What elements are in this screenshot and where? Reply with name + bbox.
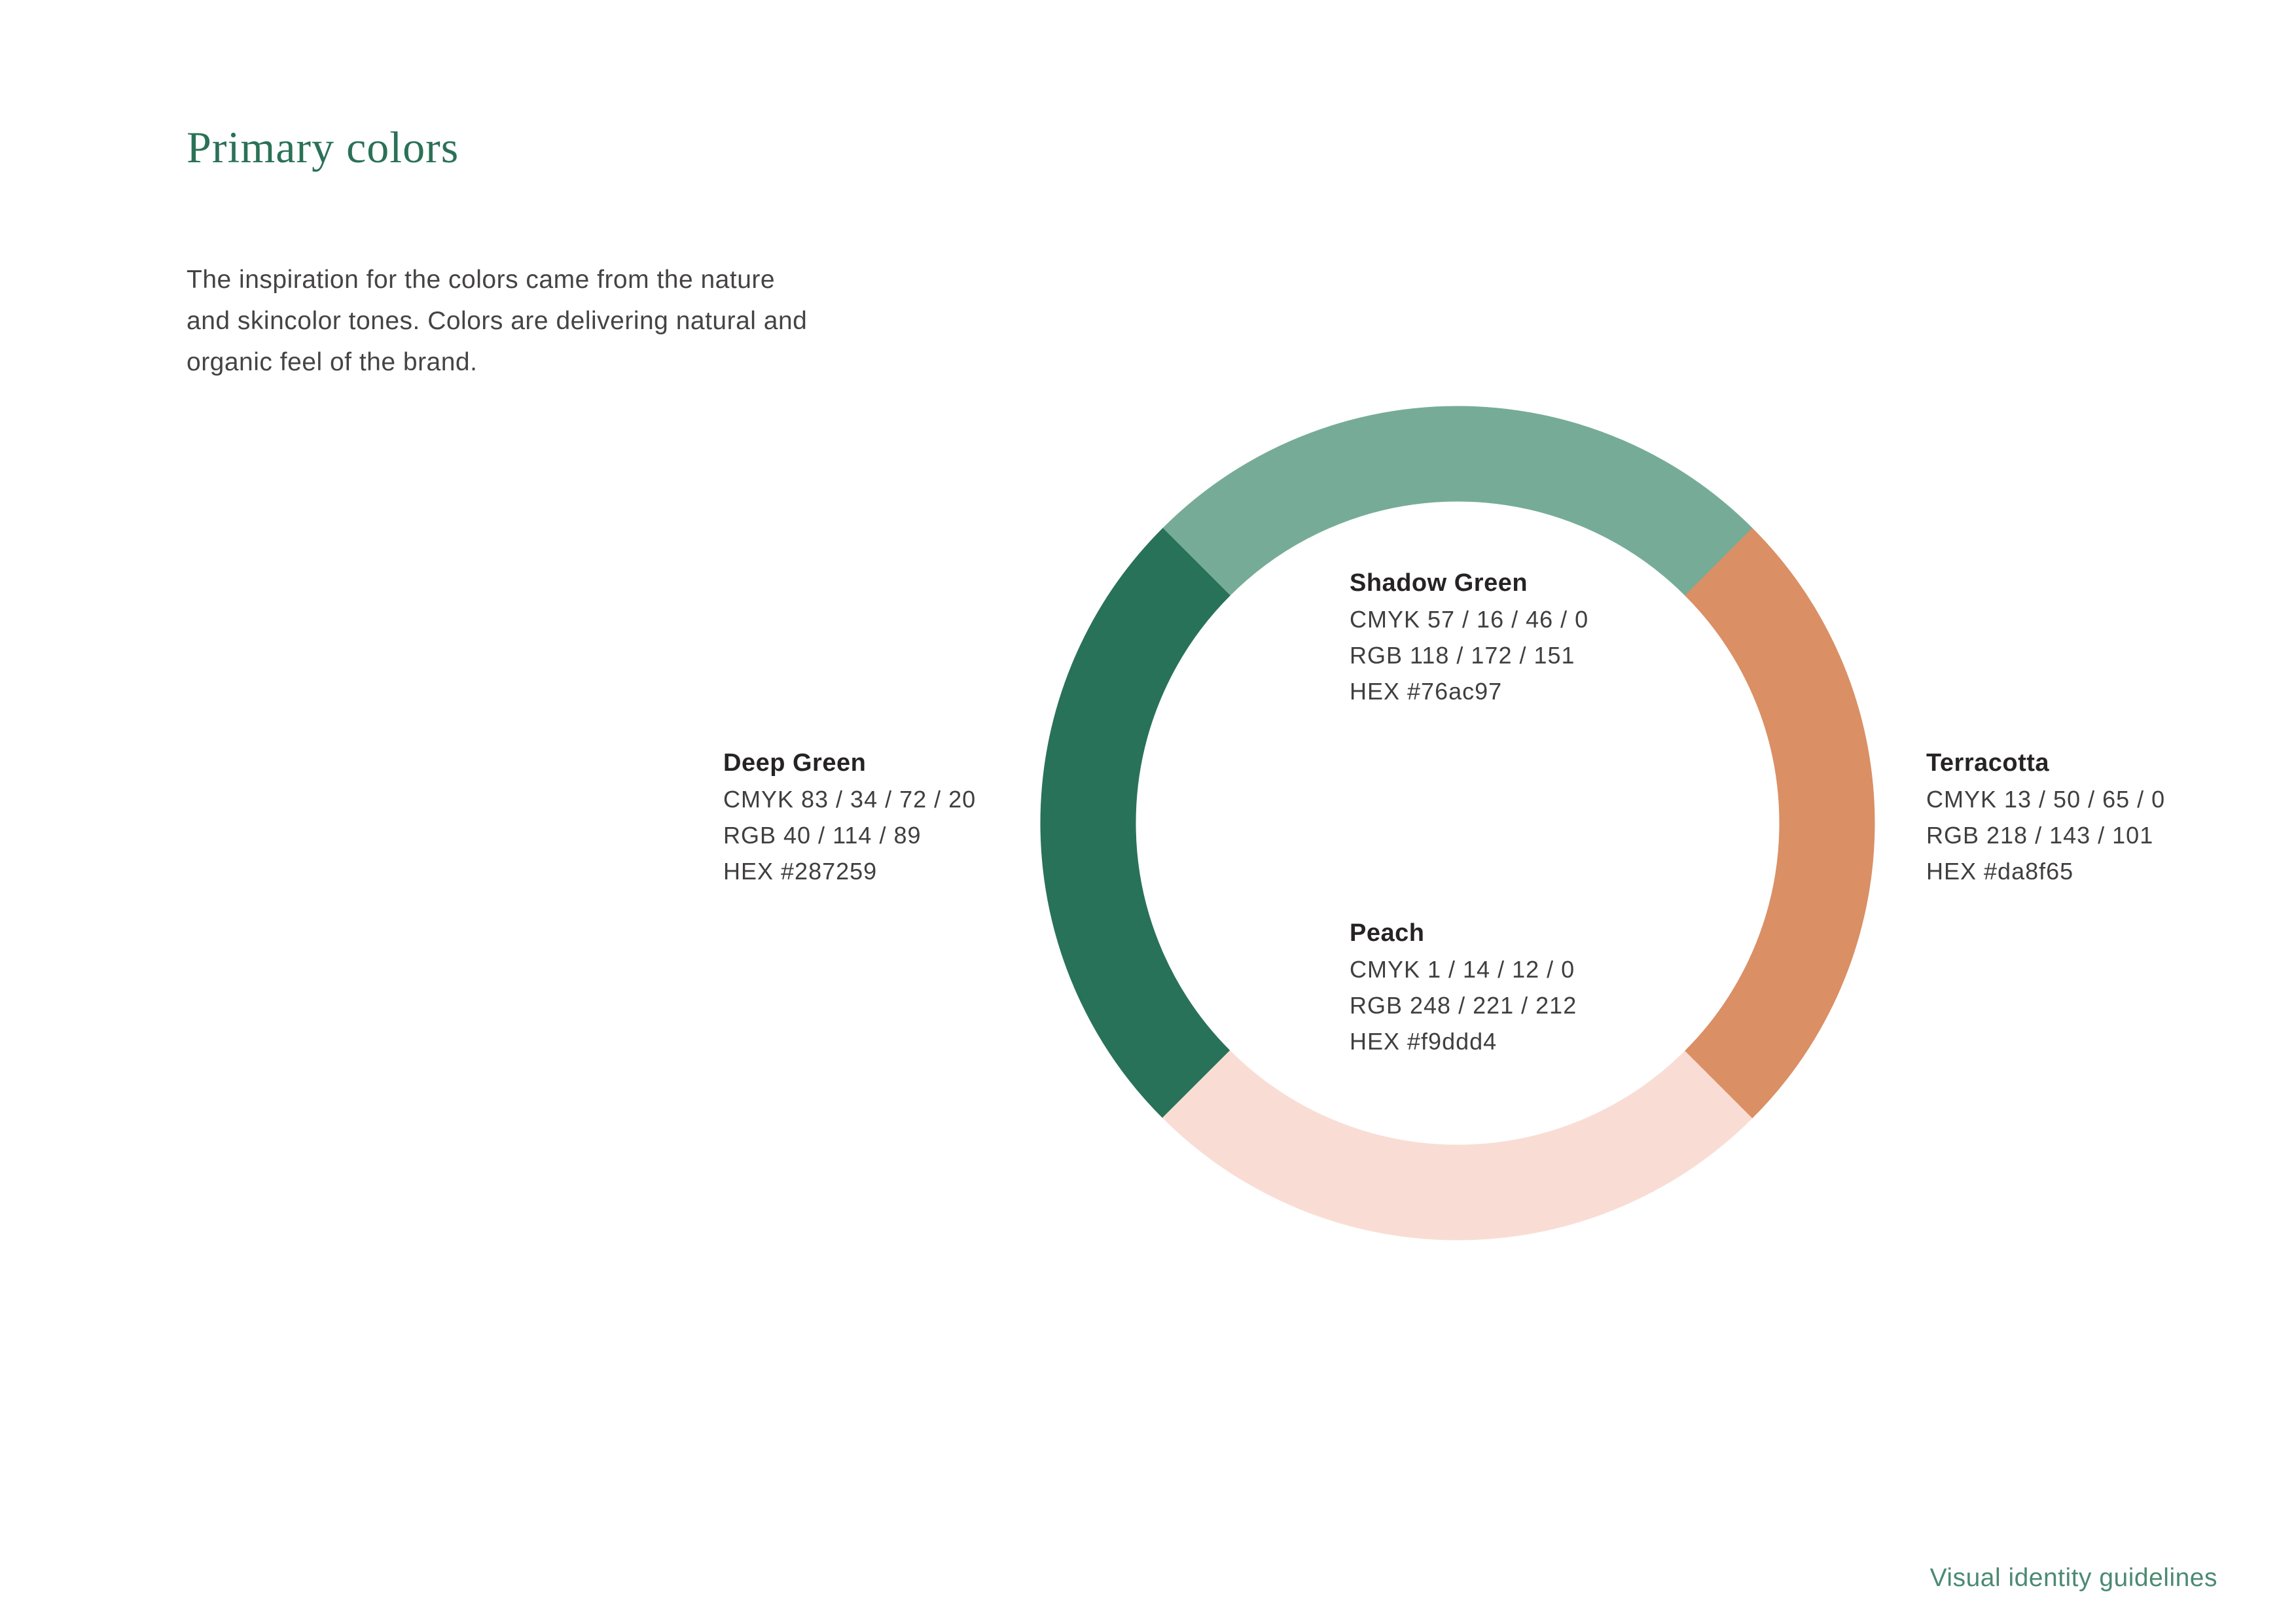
- intro-line-2: and skincolor tones. Colors are deliveri…: [187, 307, 808, 335]
- footer-label: Visual identity guidelines: [1929, 1564, 2217, 1592]
- swatch-cmyk: CMYK 57 / 16 / 46 / 0: [1350, 606, 1589, 633]
- primary-colors-donut-chart: [1026, 391, 1890, 1255]
- intro-line-3: organic feel of the brand.: [187, 348, 478, 376]
- swatch-deep-green: Deep Green CMYK 83 / 34 / 72 / 20 RGB 40…: [723, 745, 976, 889]
- swatch-hex: HEX #f9ddd4: [1350, 1028, 1498, 1055]
- page-title: Primary colors: [187, 122, 459, 172]
- swatch-cmyk: CMYK 1 / 14 / 12 / 0: [1350, 956, 1575, 983]
- donut-segment-terracotta: [1685, 527, 1875, 1119]
- swatch-name: Deep Green: [723, 749, 867, 777]
- swatch-hex: HEX #76ac97: [1350, 678, 1503, 705]
- swatch-rgb: RGB 248 / 221 / 212: [1350, 992, 1577, 1019]
- donut-segment-shadow-green: [1162, 406, 1753, 596]
- swatch-shadow-green: Shadow Green CMYK 57 / 16 / 46 / 0 RGB 1…: [1350, 565, 1588, 709]
- swatch-name: Shadow Green: [1350, 569, 1528, 597]
- swatch-rgb: RGB 40 / 114 / 89: [723, 822, 922, 849]
- swatch-hex: HEX #287259: [723, 858, 878, 885]
- swatch-hex: HEX #da8f65: [1926, 858, 2074, 885]
- swatch-terracotta: Terracotta CMYK 13 / 50 / 65 / 0 RGB 218…: [1926, 745, 2165, 889]
- swatch-cmyk: CMYK 83 / 34 / 72 / 20: [723, 786, 977, 813]
- donut-segment-peach: [1162, 1050, 1753, 1241]
- swatch-rgb: RGB 118 / 172 / 151: [1350, 642, 1575, 669]
- donut-segment-deep-green: [1040, 527, 1230, 1119]
- intro-paragraph: The inspiration for the colors came from…: [187, 259, 807, 383]
- intro-line-1: The inspiration for the colors came from…: [187, 266, 776, 294]
- swatch-cmyk: CMYK 13 / 50 / 65 / 0: [1926, 786, 2166, 813]
- swatch-name: Terracotta: [1926, 749, 2050, 777]
- swatch-name: Peach: [1350, 919, 1425, 947]
- swatch-peach: Peach CMYK 1 / 14 / 12 / 0 RGB 248 / 221…: [1350, 915, 1577, 1059]
- donut-chart-svg: [1040, 406, 1875, 1241]
- swatch-rgb: RGB 218 / 143 / 101: [1926, 822, 2154, 849]
